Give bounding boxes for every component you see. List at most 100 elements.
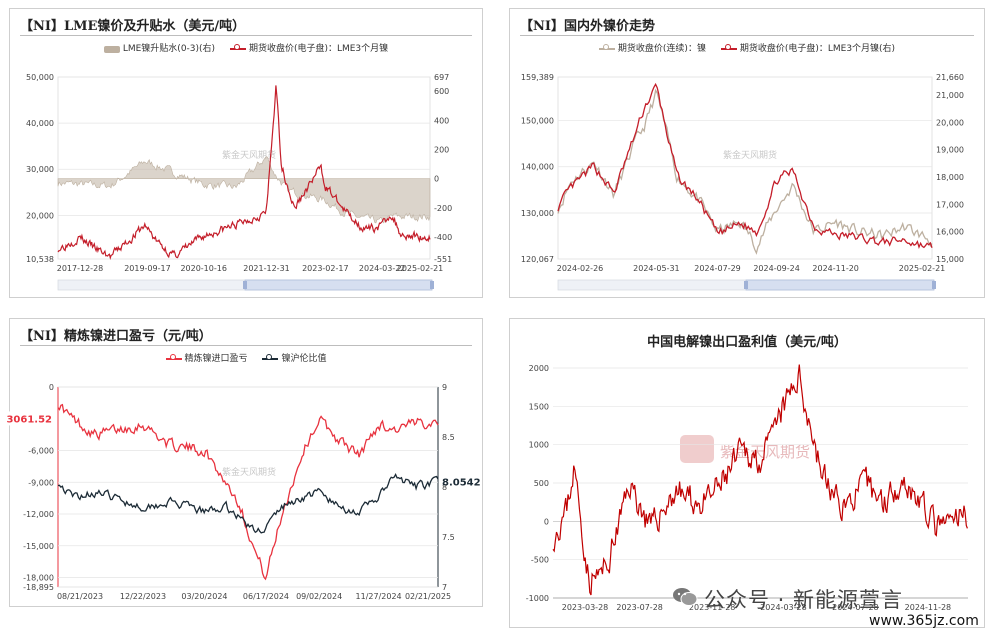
zoom-slider-selection	[244, 279, 433, 291]
plot3-x-tick-label: 12/22/2023	[120, 592, 166, 601]
plot1-x-tick-label: 2025-02-21	[397, 264, 444, 273]
right-axis-tick-label: -551	[434, 255, 452, 264]
left-axis-tick-label: 500	[534, 479, 549, 488]
right-axis-tick-label: -400	[434, 233, 452, 242]
plot1-x-tick-label: 2020-10-16	[180, 264, 227, 273]
last-value-label-ratio: 8.0542	[442, 478, 481, 489]
legend-item-ratio[interactable]: 镍沪伦比值	[262, 351, 326, 364]
plot3-x-tick-label: 08/21/2023	[57, 592, 103, 601]
left-axis-tick-label: -6,000	[28, 447, 54, 456]
left-axis-tick-label: -15,000	[23, 542, 54, 551]
legend-item-premium[interactable]: LME镍升贴水(0-3)(右)	[103, 41, 215, 54]
watermark-logo	[680, 435, 714, 463]
right-axis-tick-label: 8	[442, 483, 447, 492]
left-axis-tick-label: -500	[531, 556, 549, 565]
left-axis-tick-label: 30,000	[26, 165, 54, 174]
title-divider	[520, 35, 974, 36]
right-axis-tick-label: 0	[434, 175, 439, 184]
plot4-x-tick-label: 2024-03-28	[760, 603, 807, 612]
left-axis-tick-label: 40,000	[26, 119, 54, 128]
zoom-slider-handle-left	[243, 281, 247, 289]
watermark: 紫金天风期货	[222, 468, 277, 478]
chart-title: 中国电解镍出口盈利值（美元/吨）	[647, 335, 847, 350]
legend-item-import-profit[interactable]: 精炼镍进口盈亏	[165, 351, 248, 364]
right-axis-tick-label: 400	[434, 116, 449, 125]
last-value-badge-bg	[2, 411, 54, 426]
plot2-frame	[557, 76, 933, 260]
watermark: 紫金天风期货	[723, 151, 778, 161]
left-axis-tick-label: 20,000	[26, 211, 54, 220]
series-export-profit-line	[552, 364, 968, 596]
panel-domestic-vs-lme: 【NI】国内外镍价走势 期货收盘价(连续)：镍 期货收盘价(电子盘)：LME3个…	[509, 8, 985, 298]
series-premium-area	[57, 156, 431, 224]
plot4-x-tick-label: 2023-07-28	[616, 603, 663, 612]
left-axis-tick-label: 159,389	[521, 73, 554, 82]
plot3-x-tick-label: 09/02/2024	[296, 592, 342, 601]
right-axis-tick-label: 17,000	[936, 200, 964, 209]
series-lme-nickel-line	[557, 82, 933, 250]
plot3-frame	[57, 386, 439, 588]
wechat-account-watermark: 公众号 · 新能源萱言	[704, 588, 904, 612]
left-axis-tick-label: -9,000	[28, 478, 54, 487]
plot2-x-tick-label: 2024-11-20	[812, 264, 859, 273]
left-axis-tick-label: -1000	[526, 594, 549, 603]
right-axis-tick-label: 600	[434, 87, 449, 96]
chart-title: 【NI】精炼镍进口盈亏（元/吨）	[20, 329, 212, 344]
series-ratio-line	[57, 473, 439, 534]
left-axis-tick-label: 130,000	[521, 209, 554, 218]
watermark: 紫金天风期货	[222, 151, 277, 161]
left-axis-tick-label: 120,067	[521, 255, 554, 264]
last-value-label-import: 3061.52	[6, 414, 52, 425]
plot3-x-tick-label: 02/21/2025	[405, 592, 451, 601]
right-axis-tick-label: 15,000	[936, 255, 964, 264]
title-divider	[20, 345, 472, 346]
right-axis-tick-label: 20,000	[936, 118, 964, 127]
title-divider	[20, 35, 472, 36]
right-axis-tick-label: 21,660	[936, 73, 964, 82]
plot4-x-tick-label: 2024-11-28	[905, 603, 952, 612]
left-axis-tick-label: 140,000	[521, 163, 554, 172]
left-axis-tick-label: 2000	[529, 364, 549, 373]
chart-legend: LME镍升贴水(0-3)(右) 期货收盘价(电子盘)：LME3个月镍	[10, 41, 482, 54]
chart-title: 【NI】国内外镍价走势	[520, 19, 655, 34]
series-shfe-nickel-line	[557, 88, 933, 255]
plot1-x-tick-label: 2021-12-31	[243, 264, 290, 273]
chart-title: 【NI】LME镍价及升贴水（美元/吨）	[20, 19, 246, 34]
right-axis-tick-label: 18,000	[936, 173, 964, 182]
watermark: 紫金天风期货	[720, 443, 811, 461]
plot1-x-tick-label: 2019-09-17	[124, 264, 171, 273]
left-axis-tick-label: -18,000	[23, 574, 54, 583]
right-axis-tick-label: 697	[434, 73, 449, 82]
legend-item-shfe-nickel[interactable]: 期货收盘价(连续)：镍	[598, 41, 706, 54]
legend-item-lme-nickel[interactable]: 期货收盘价(电子盘)：LME3个月镍(右)	[720, 41, 895, 54]
zoom-slider-handle-right	[430, 281, 434, 289]
plot2-x-tick-label: 2024-07-29	[694, 264, 741, 273]
chart-legend: 期货收盘价(连续)：镍 期货收盘价(电子盘)：LME3个月镍(右)	[510, 41, 984, 54]
plot2-x-tick-label: 2024-09-24	[753, 264, 800, 273]
left-axis-tick-label: -18,895	[23, 583, 54, 592]
legend-item-lme-price[interactable]: 期货收盘价(电子盘)：LME3个月镍	[229, 41, 388, 54]
right-axis-tick-label: 200	[434, 145, 449, 154]
plot4-x-tick-label: 2023-03-28	[562, 603, 609, 612]
left-axis-tick-label: 10,538	[26, 255, 54, 264]
right-axis-tick-label: 9	[442, 383, 447, 392]
left-axis-tick-label: 1500	[529, 402, 549, 411]
left-axis-tick-label: 150,000	[521, 116, 554, 125]
panel-import-profit: 【NI】精炼镍进口盈亏（元/吨） 精炼镍进口盈亏 镍沪伦比值 紫金天风期货	[9, 318, 483, 607]
left-axis-tick-label: 0	[544, 517, 549, 526]
series-lme-price-line	[57, 85, 431, 260]
right-axis-tick-label: 21,000	[936, 91, 964, 100]
plot2-x-tick-label: 2024-02-26	[557, 264, 604, 273]
right-axis-tick-label: 8.5	[442, 433, 455, 442]
left-axis-tick-label: 0	[49, 383, 54, 392]
plot4-x-tick-label: 2024-07-28	[832, 603, 879, 612]
right-axis-tick-label: -200	[434, 204, 452, 213]
right-axis-tick-label: 19,000	[936, 146, 964, 155]
plot3-x-tick-label: 06/17/2024	[243, 592, 289, 601]
plot2-x-tick-label: 2025-02-21	[899, 264, 946, 273]
plot1-x-tick-label: 2024-03-22	[359, 264, 406, 273]
zoom-slider-handle-left	[744, 281, 748, 289]
wechat-icon	[673, 588, 698, 606]
zoom-slider-selection	[745, 279, 935, 291]
